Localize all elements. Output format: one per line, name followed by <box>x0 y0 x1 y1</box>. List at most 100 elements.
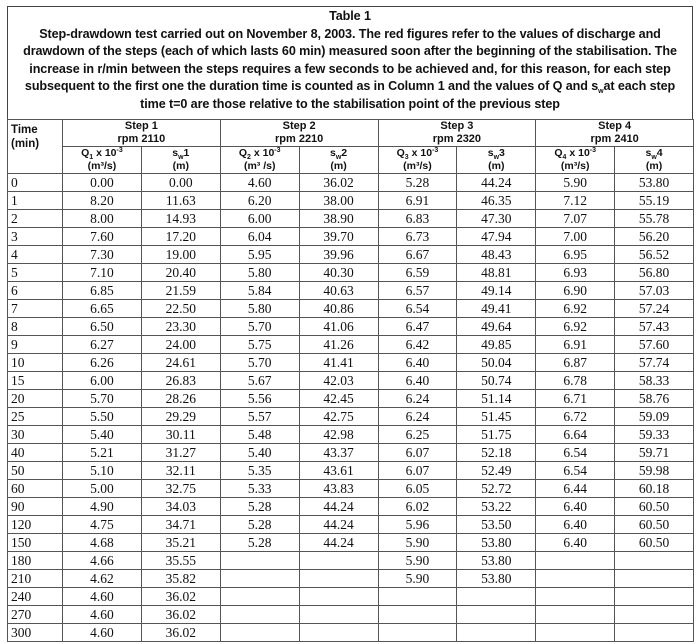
value-cell: 5.70 <box>219 353 300 372</box>
value-cell: 55.78 <box>614 209 695 228</box>
q-sub: 1 <box>89 154 94 161</box>
value-cell: 53.22 <box>456 497 537 516</box>
value-cell: 7.60 <box>62 227 142 246</box>
q-unit: (m³/s) <box>403 160 432 172</box>
value-cell: 50.04 <box>456 353 537 372</box>
value-cell: 5.90 <box>377 569 458 588</box>
value-cell: 4.75 <box>62 515 142 534</box>
value-cell: 48.81 <box>456 263 537 282</box>
table-row: 50 5.10 32.11 5.35 43.61 6.07 52.49 6.54 59.98 <box>7 461 695 480</box>
data-table: Time (min) Step 1 rpm 2110 Step 2 rpm 2210 Ste… <box>7 119 695 642</box>
value-cell: 51.45 <box>456 407 537 426</box>
time-cell: 0 <box>7 173 63 192</box>
value-cell: 53.80 <box>456 569 537 588</box>
discharge-header: Q3 x 10-3 (m³/s) <box>377 146 458 174</box>
table-row: 9 6.27 24.00 5.75 41.26 6.42 49.85 6.91 57.60 <box>7 335 695 354</box>
drawdown-header: sw1 (m) <box>140 146 221 174</box>
table-row: 40 5.21 31.27 5.40 43.37 6.07 52.18 6.54 59.71 <box>7 443 695 462</box>
value-cell: 55.19 <box>614 191 695 210</box>
value-cell: 41.41 <box>298 353 379 372</box>
value-cell: 5.50 <box>62 407 142 426</box>
value-cell: 6.54 <box>535 443 616 462</box>
value-cell: 6.42 <box>377 335 458 354</box>
value-cell: 8.20 <box>62 191 142 210</box>
value-cell: 29.29 <box>140 407 221 426</box>
value-cell: 51.14 <box>456 389 537 408</box>
value-cell: 52.49 <box>456 461 537 480</box>
q-unit: (m³/s) <box>87 160 117 172</box>
value-cell: 58.76 <box>614 389 695 408</box>
time-cell: 10 <box>7 353 63 372</box>
value-cell: 53.80 <box>614 173 695 192</box>
value-cell: 44.24 <box>298 497 379 516</box>
step-rpm: rpm 2210 <box>274 133 324 145</box>
value-cell: 24.00 <box>140 335 221 354</box>
value-cell: 57.74 <box>614 353 695 372</box>
value-cell: 22.50 <box>140 299 221 318</box>
time-cell: 8 <box>7 317 63 336</box>
value-cell: 41.26 <box>298 335 379 354</box>
time-cell: 180 <box>7 551 63 570</box>
table-row: 240 4.60 36.02 <box>7 587 695 606</box>
value-cell: 57.43 <box>614 317 695 336</box>
table-row: 5 7.10 20.40 5.80 40.30 6.59 48.81 6.93 56.80 <box>7 263 695 282</box>
s-sub: w <box>178 154 184 161</box>
drawdown-header: sw4 (m) <box>614 146 695 174</box>
value-cell: 40.86 <box>298 299 379 318</box>
value-cell: 4.60 <box>62 587 142 606</box>
time-cell: 270 <box>7 605 63 624</box>
time-cell: 2 <box>7 209 63 228</box>
value-cell: 49.14 <box>456 281 537 300</box>
value-cell: 6.57 <box>377 281 458 300</box>
q-mult: x 10 <box>566 147 590 159</box>
value-cell <box>614 551 695 570</box>
time-cell: 60 <box>7 479 63 498</box>
time-cell: 240 <box>7 587 63 606</box>
value-cell: 5.95 <box>219 245 300 264</box>
value-cell: 6.00 <box>62 371 142 390</box>
q-label: Q <box>81 147 90 159</box>
value-cell: 6.00 <box>219 209 300 228</box>
value-cell: 5.96 <box>377 515 458 534</box>
value-cell <box>456 623 537 642</box>
value-cell <box>535 623 616 642</box>
value-cell: 6.05 <box>377 479 458 498</box>
table-row: 7 6.65 22.50 5.80 40.86 6.54 49.41 6.92 57.24 <box>7 299 695 318</box>
value-cell: 6.95 <box>535 245 616 264</box>
table-row: 30 5.40 30.11 5.48 42.98 6.25 51.75 6.64 59.33 <box>7 425 695 444</box>
value-cell: 39.70 <box>298 227 379 246</box>
table-row: 25 5.50 29.29 5.57 42.75 6.24 51.45 6.72 59.09 <box>7 407 695 426</box>
value-cell: 47.30 <box>456 209 537 228</box>
value-cell <box>535 587 616 606</box>
value-cell <box>535 605 616 624</box>
value-cell <box>219 587 300 606</box>
value-cell: 42.75 <box>298 407 379 426</box>
value-cell: 5.90 <box>535 173 616 192</box>
caption-sub: w <box>598 88 604 96</box>
value-cell: 44.24 <box>298 515 379 534</box>
step-drawdown-table: Table 1 Step-drawdown test carried out o… <box>7 6 695 642</box>
step-header: Step 4 rpm 2410 <box>535 119 695 147</box>
value-cell: 36.02 <box>140 587 221 606</box>
value-cell: 42.45 <box>298 389 379 408</box>
value-cell: 31.27 <box>140 443 221 462</box>
q-unit: (m³ /s) <box>243 160 276 172</box>
time-cell: 1 <box>7 191 63 210</box>
value-cell: 51.75 <box>456 425 537 444</box>
table-row: 1 8.20 11.63 6.20 38.00 6.91 46.35 7.12 55.19 <box>7 191 695 210</box>
value-cell: 59.98 <box>614 461 695 480</box>
value-cell: 6.87 <box>535 353 616 372</box>
value-cell: 5.90 <box>377 551 458 570</box>
time-cell: 50 <box>7 461 63 480</box>
value-cell: 34.03 <box>140 497 221 516</box>
value-cell <box>219 623 300 642</box>
value-cell: 5.80 <box>219 299 300 318</box>
time-label: Time <box>11 124 38 136</box>
value-cell: 60.18 <box>614 479 695 498</box>
q-label: Q <box>238 147 248 159</box>
table-row: 15 6.00 26.83 5.67 42.03 6.40 50.74 6.78 58.33 <box>7 371 695 390</box>
value-cell: 4.60 <box>62 623 142 642</box>
time-cell: 9 <box>7 335 63 354</box>
table-row: 180 4.66 35.55 5.90 53.80 <box>7 551 695 570</box>
drawdown-header: sw3 (m) <box>456 146 537 174</box>
